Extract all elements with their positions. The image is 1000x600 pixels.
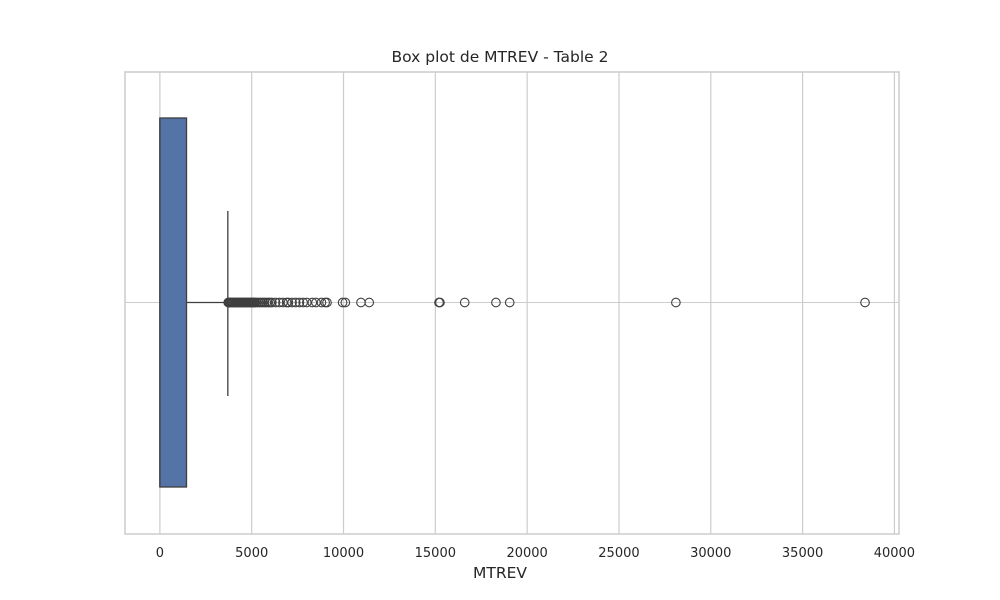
outlier-point: [459, 297, 470, 308]
outlier-point: [322, 297, 332, 308]
x-tick-label: 25000: [598, 546, 639, 561]
x-tick-label: 0: [156, 546, 164, 561]
outlier-point: [337, 297, 348, 308]
outlier-point: [283, 297, 294, 308]
outlier-point: [294, 297, 305, 308]
outlier-point: [671, 297, 681, 308]
outlier-point: [860, 297, 870, 308]
outlier-point: [267, 297, 277, 308]
outlier-point: [491, 297, 501, 308]
outlier-point: [274, 297, 285, 308]
x-tick-label: 15000: [415, 546, 456, 561]
outlier-layer: [223, 297, 870, 308]
chart-title: Box plot de MTREV - Table 2: [391, 48, 609, 66]
outlier-point: [287, 297, 297, 308]
outlier-point: [270, 297, 281, 308]
outlier-point: [504, 297, 515, 308]
x-tick-label: 10000: [323, 546, 364, 561]
outlier-point: [298, 297, 308, 308]
box-layer: [159, 117, 188, 488]
plot-frame: [124, 71, 900, 535]
x-tick-label: 20000: [506, 546, 547, 561]
outlier-point: [435, 297, 445, 308]
box-iqr: [159, 117, 188, 488]
x-tick-label: 30000: [690, 546, 731, 561]
outlier-point: [301, 297, 312, 308]
outlier-point: [278, 297, 288, 308]
outlier-point: [316, 297, 327, 308]
x-tick-labels: 0 5000 10000 15000 20000 25000 30000 35000 40000: [156, 546, 915, 561]
x-tick-label: 35000: [782, 546, 823, 561]
x-tick-label: 5000: [235, 546, 268, 561]
outlier-point: [364, 297, 375, 308]
x-tick-label: 40000: [874, 546, 915, 561]
outlier-point: [307, 297, 318, 308]
outlier-point: [290, 297, 301, 308]
outlier-point: [311, 297, 321, 308]
outlier-point: [340, 297, 351, 308]
whisker-layer: [186, 211, 229, 396]
x-axis-label: MTREV: [472, 564, 527, 582]
